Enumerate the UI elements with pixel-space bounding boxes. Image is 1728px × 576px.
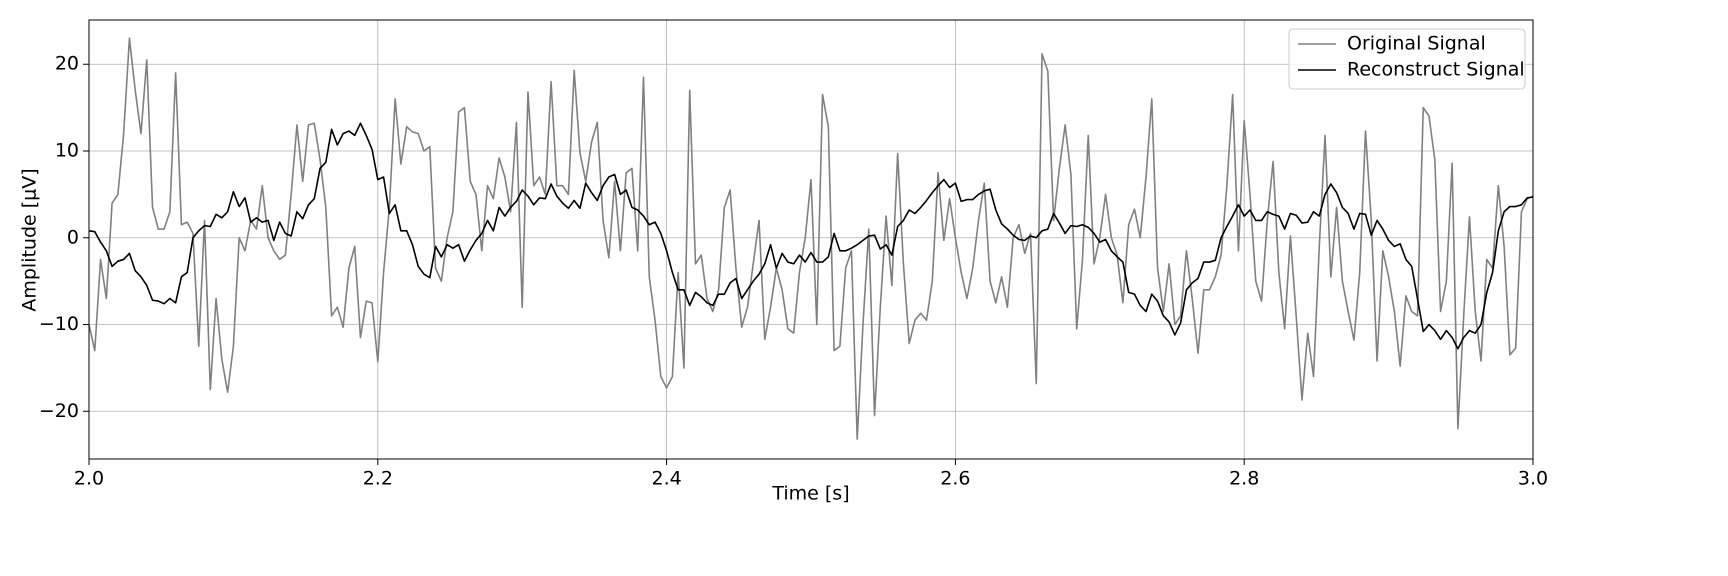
x-tick-label: 2.2 — [363, 468, 393, 490]
legend-label: Original Signal — [1347, 33, 1486, 55]
plot-frame — [88, 19, 1534, 460]
y-tick-label: 10 — [55, 140, 79, 162]
y-axis-label: Amplitude [μV] — [19, 168, 41, 311]
y-tick-label: −10 — [39, 313, 79, 335]
legend-label: Reconstruct Signal — [1347, 59, 1525, 81]
x-tick-label: 2.0 — [74, 468, 104, 490]
y-tick-label: −20 — [39, 400, 79, 422]
legend-box — [1288, 28, 1526, 90]
line-series — [88, 122, 1534, 350]
x-tick-label: 2.4 — [651, 468, 681, 490]
x-axis-label: Time [s] — [771, 483, 849, 505]
y-tick-label: 0 — [67, 226, 79, 248]
x-tick-label: 2.8 — [1229, 468, 1259, 490]
x-tick-label: 2.6 — [940, 468, 970, 490]
line-series — [88, 37, 1534, 440]
y-tick-label: 20 — [55, 53, 79, 75]
x-tick-label: 3.0 — [1518, 468, 1548, 490]
